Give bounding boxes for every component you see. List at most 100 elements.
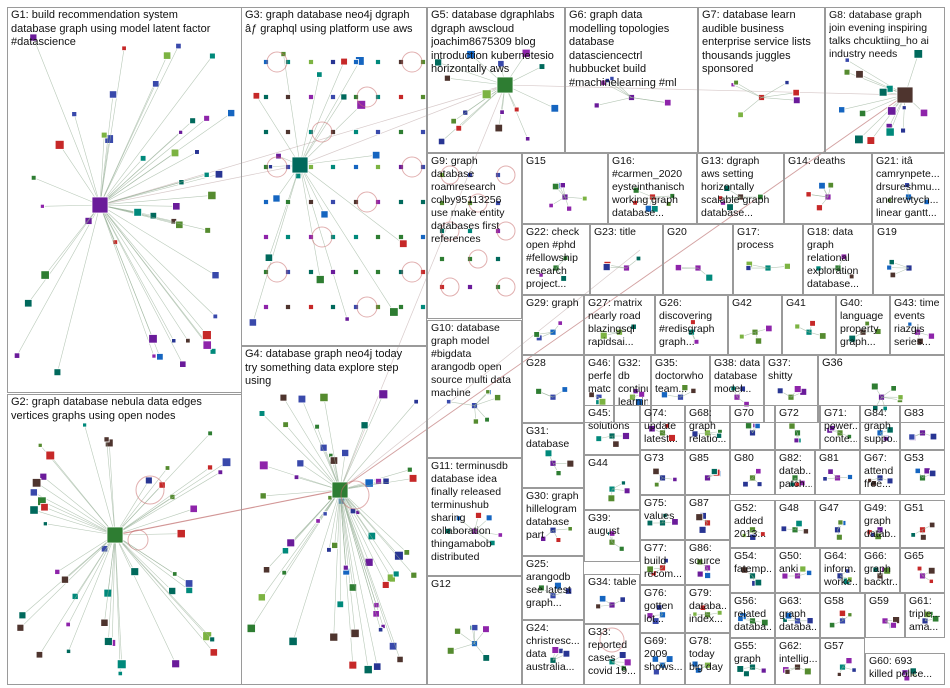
- cluster-label: G68: graph relatio...: [689, 407, 727, 445]
- graph-node: [497, 532, 503, 538]
- graph-node: [646, 565, 654, 573]
- graph-node: [30, 174, 37, 181]
- graph-node: [394, 550, 404, 561]
- cluster-box-g71: G71: power... conte...: [820, 405, 860, 450]
- graph-edge: [323, 397, 341, 491]
- cluster-label: G30: graph hillelogram database part: [526, 490, 579, 541]
- graph-node: [330, 304, 336, 310]
- graph-edge: [299, 164, 395, 313]
- graph-node: [221, 457, 232, 467]
- graph-node: [439, 172, 445, 178]
- graph-edge: [339, 401, 417, 491]
- graph-node: [439, 200, 445, 206]
- graph-node: [467, 228, 473, 234]
- graph-edge: [114, 480, 150, 536]
- self-loop-edge: [496, 165, 516, 185]
- graph-node: [202, 340, 212, 350]
- graph-node: [495, 284, 501, 290]
- graph-node: [353, 269, 359, 275]
- graph-node: [847, 612, 853, 618]
- graph-node: [408, 474, 418, 483]
- graph-node: [439, 228, 445, 234]
- graph-node: [681, 384, 689, 392]
- graph-node: [103, 436, 110, 443]
- graph-node: [375, 94, 381, 100]
- graph-node: [794, 481, 800, 488]
- graph-node: [389, 307, 399, 317]
- graph-edge: [552, 528, 571, 531]
- graph-node: [344, 316, 350, 322]
- graph-node: [308, 164, 314, 170]
- graph-node: [588, 391, 595, 398]
- graph-edge: [114, 508, 194, 536]
- graph-node: [761, 618, 769, 627]
- graph-node: [308, 269, 314, 275]
- graph-node: [792, 89, 800, 97]
- graph-node: [882, 435, 889, 442]
- cluster-label: G8: database graph join evening inspirin…: [829, 9, 929, 60]
- graph-node: [285, 199, 291, 205]
- graph-node: [341, 448, 350, 457]
- graph-node: [348, 660, 358, 670]
- cluster-box-g6: G6: graph data modelling topologies data…: [565, 7, 698, 153]
- graph-node: [618, 545, 625, 552]
- graph-edge: [33, 177, 101, 206]
- graph-node: [910, 532, 916, 538]
- graph-node: [765, 324, 773, 333]
- graph-edge: [299, 74, 320, 166]
- graph-node: [375, 269, 381, 275]
- graph-node: [919, 108, 929, 118]
- graph-edge: [99, 204, 155, 357]
- graph-node: [495, 200, 501, 206]
- graph-node: [555, 537, 562, 543]
- cluster-box-g22: G22: check open #phd #fellowship researc…: [522, 224, 590, 295]
- graph-node: [656, 604, 663, 611]
- graph-node: [308, 199, 314, 205]
- graph-node: [554, 581, 562, 590]
- graph-node: [139, 155, 147, 162]
- graph-node: [308, 304, 314, 310]
- graph-node: [784, 262, 791, 270]
- graph-node: [929, 469, 937, 478]
- cluster-label: G3: graph database neo4j dgraph âƒ graph…: [245, 9, 413, 35]
- graph-node: [340, 93, 348, 101]
- graph-node: [829, 425, 836, 432]
- graph-edge: [299, 154, 377, 166]
- cluster-box-g53: G53: [900, 450, 945, 495]
- graph-node: [285, 269, 291, 275]
- graph-edge: [99, 204, 154, 339]
- graph-node: [749, 663, 756, 671]
- graph-edge: [339, 489, 407, 553]
- graph-node: [285, 59, 291, 65]
- cluster-box-g79: G79: databa... index...: [685, 585, 730, 633]
- graph-node: [37, 442, 43, 448]
- graph-node: [396, 655, 404, 664]
- cluster-box-g16: G16: #carmen_2020 eysteinthanisch workin…: [608, 153, 697, 224]
- graph-node: [737, 615, 744, 622]
- graph-node: [481, 89, 492, 100]
- graph-node: [282, 421, 289, 428]
- graph-node: [793, 96, 801, 105]
- graph-edge: [808, 194, 829, 198]
- graph-node: [484, 416, 490, 423]
- graph-edge: [339, 489, 381, 630]
- graph-edge: [761, 82, 788, 98]
- graph-edge: [99, 204, 184, 365]
- graph-node: [420, 129, 426, 135]
- self-loop-edge: [356, 86, 378, 108]
- graph-edge: [299, 61, 345, 166]
- cluster-label: G79: databa... index...: [689, 587, 727, 625]
- graph-node: [162, 51, 172, 60]
- graph-node: [672, 476, 678, 483]
- cluster-label: G57: [824, 640, 844, 652]
- graph-node: [705, 273, 714, 282]
- cluster-label: G74: update latest...: [644, 407, 678, 445]
- graph-node: [446, 647, 455, 655]
- graph-node: [360, 421, 369, 430]
- graph-node: [398, 129, 404, 135]
- graph-node: [560, 275, 567, 282]
- graph-edge: [447, 77, 506, 86]
- graph-edge: [339, 469, 410, 491]
- graph-node: [258, 410, 266, 417]
- graph-node: [929, 521, 936, 529]
